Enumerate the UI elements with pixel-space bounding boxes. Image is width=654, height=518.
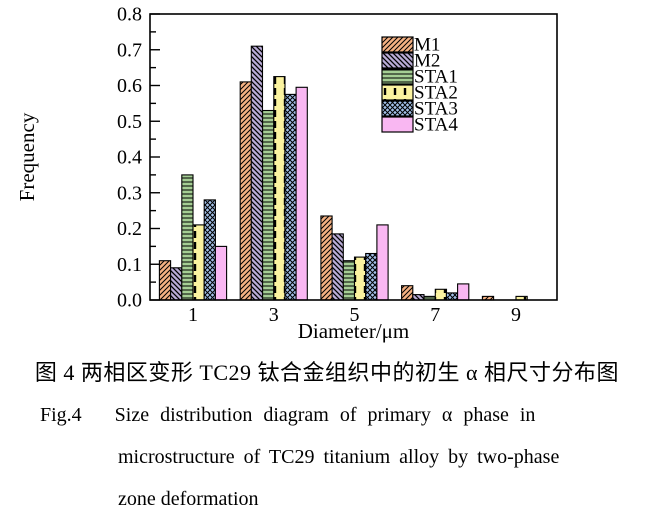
y-tick-label: 0.6 xyxy=(117,75,142,97)
bar-M1-d3 xyxy=(239,81,252,301)
caption-english-line1: Fig.4 Size distribution diagram of prima… xyxy=(40,404,536,426)
x-axis-title: Diameter/μm xyxy=(298,319,410,343)
y-tick-label: 0.5 xyxy=(117,111,142,133)
bar-STA1-d3 xyxy=(262,109,275,301)
legend-swatch-STA4 xyxy=(381,116,414,133)
legend-swatch-STA2 xyxy=(381,84,414,101)
legend-label-M1: M1 xyxy=(414,35,440,56)
y-tick-label: 0.3 xyxy=(117,182,142,204)
y-tick-label: 0.0 xyxy=(117,290,142,312)
y-tick-label: 0.7 xyxy=(117,39,142,61)
legend-swatch-STA3 xyxy=(381,100,414,117)
legend-swatch-M1 xyxy=(381,36,414,53)
caption-english-line3: zone deformation xyxy=(118,488,259,510)
bar-STA4-d3 xyxy=(295,86,308,301)
legend-swatch-M2 xyxy=(381,52,414,69)
bar-STA4-d1 xyxy=(214,245,228,301)
bar-M2-d7 xyxy=(412,294,425,301)
bar-M2-d3 xyxy=(250,45,264,301)
x-tick-label: 3 xyxy=(269,304,279,326)
bar-STA4-d7 xyxy=(457,283,470,301)
legend-label-M2: M2 xyxy=(414,51,440,72)
bar-M1-d5 xyxy=(320,215,333,301)
bar-M2-d1 xyxy=(170,267,183,301)
plot-frame xyxy=(149,13,558,301)
y-tick-label: 0.8 xyxy=(117,4,142,26)
bar-STA3-d7 xyxy=(445,292,459,301)
bar-STA2-d7 xyxy=(434,288,448,301)
legend-label-STA1: STA1 xyxy=(414,67,458,88)
bar-M1-d7 xyxy=(401,285,414,301)
x-tick-label: 1 xyxy=(188,304,198,326)
bar-M1-d1 xyxy=(158,260,172,301)
bar-STA4-d5 xyxy=(376,224,389,301)
caption-chinese: 图 4 两相区变形 TC29 钛合金组织中的初生 α 相尺寸分布图 xyxy=(34,360,620,385)
bar-STA3-d3 xyxy=(284,93,297,301)
y-tick-label: 0.1 xyxy=(117,254,142,276)
bar-STA3-d5 xyxy=(365,252,378,301)
legend-swatch-STA1 xyxy=(381,68,414,85)
x-tick-label: 7 xyxy=(430,304,440,326)
bar-STA2-d3 xyxy=(273,76,286,301)
legend-label-STA3: STA3 xyxy=(414,99,458,120)
y-tick-label: 0.2 xyxy=(117,218,142,240)
caption-english-line2: microstructure of TC29 titanium alloy by… xyxy=(118,446,560,468)
legend-label-STA4: STA4 xyxy=(414,115,458,136)
x-tick-label: 5 xyxy=(350,304,360,326)
bar-STA2-d5 xyxy=(353,256,367,301)
bar-STA1-d5 xyxy=(342,260,356,301)
legend-label-STA2: STA2 xyxy=(414,83,458,104)
bar-STA1-d1 xyxy=(181,174,194,301)
bar-M2-d5 xyxy=(331,233,344,301)
bar-chart: 0.0 0.1 0.2 0.3 0.4 0.5 0.6 0.7 0.8 1 3 5 7 9 Diameter… xyxy=(15,4,558,343)
bar-STA3-d1 xyxy=(203,199,216,301)
bar-STA2-d1 xyxy=(192,224,205,301)
x-tick-label: 9 xyxy=(511,304,521,326)
y-tick-label: 0.4 xyxy=(117,147,142,169)
y-axis-title: Frequency xyxy=(15,112,39,201)
